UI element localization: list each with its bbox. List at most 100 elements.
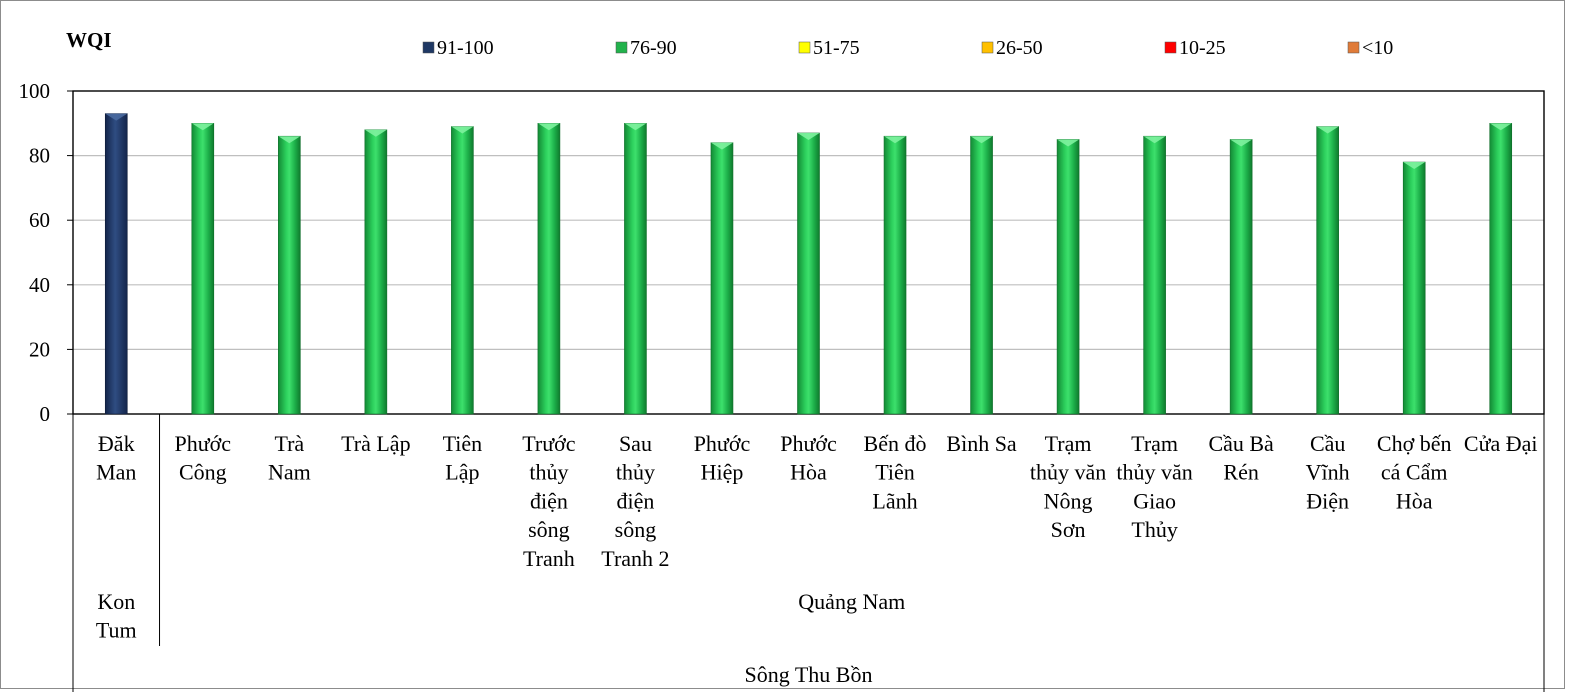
category-label: Bến đò Tiên Lãnh bbox=[864, 431, 927, 513]
y-tick-label: 40 bbox=[29, 273, 50, 297]
bar-cap bbox=[537, 123, 560, 131]
legend-label: <10 bbox=[1362, 37, 1393, 59]
group-labels: Kon Tum Quảng Nam Sông Thu Bồn bbox=[96, 589, 905, 687]
category-label: Trà Nam bbox=[268, 431, 311, 485]
bar-cap bbox=[364, 129, 387, 137]
bar-body bbox=[970, 135, 993, 415]
y-tick-label: 100 bbox=[19, 79, 51, 103]
bar-body bbox=[1229, 139, 1253, 415]
category-label: Trạm thủy văn Giao Thủy bbox=[1116, 431, 1192, 542]
category-label: Cầu Vĩnh Điện bbox=[1306, 431, 1350, 513]
legend-swatch bbox=[798, 41, 811, 54]
category-label: Sau thủy điện sông Tranh 2 bbox=[601, 431, 669, 571]
bar bbox=[1229, 139, 1253, 415]
y-tick-label: 20 bbox=[29, 337, 50, 361]
bar bbox=[1143, 135, 1166, 415]
bar-body bbox=[1402, 161, 1426, 415]
category-label: Bình Sa bbox=[946, 431, 1017, 456]
legend-item: 76-90 bbox=[615, 37, 677, 59]
bar-body bbox=[537, 123, 561, 415]
legend-item: 91-100 bbox=[422, 37, 494, 59]
bar-body bbox=[451, 126, 474, 415]
category-label: Trà Lập bbox=[341, 431, 410, 456]
group-label: Kon Tum bbox=[96, 589, 137, 643]
category-labels: Đăk Man Phước Công Trà Nam Trà Lập Tiên Lập Trước… bbox=[72, 414, 1545, 692]
bar bbox=[883, 135, 907, 415]
bar-cap bbox=[1057, 139, 1080, 147]
bar bbox=[364, 129, 388, 415]
bar-body bbox=[1056, 139, 1080, 415]
bar-cap bbox=[624, 123, 647, 131]
bar-body bbox=[1316, 126, 1339, 415]
bar-cap bbox=[191, 123, 214, 131]
category-label: Trạm thủy văn Nông Sơn bbox=[1030, 431, 1106, 542]
bar-cap bbox=[1230, 139, 1253, 147]
legend-label: 51-75 bbox=[813, 37, 860, 59]
category-label: Trước thủy điện sông Tranh bbox=[522, 431, 576, 571]
bar-body bbox=[710, 142, 734, 415]
legend-item: 51-75 bbox=[798, 37, 860, 59]
bar-cap bbox=[884, 136, 907, 144]
bar-body bbox=[191, 123, 215, 415]
legend-swatch bbox=[981, 41, 994, 54]
river-label: Sông Thu Bồn bbox=[745, 662, 873, 687]
legend-swatch bbox=[615, 41, 628, 54]
group-label: Quảng Nam bbox=[798, 589, 905, 614]
category-label: Đăk Man bbox=[96, 431, 136, 485]
legend-item: 26-50 bbox=[981, 37, 1043, 59]
bar bbox=[710, 142, 734, 415]
bar bbox=[1489, 123, 1513, 415]
bar-cap bbox=[797, 132, 820, 140]
bar-body bbox=[278, 135, 301, 415]
category-label: Phước Hiệp bbox=[694, 431, 751, 485]
bar bbox=[451, 126, 474, 415]
bar-cap bbox=[451, 126, 474, 134]
y-tick-label: 80 bbox=[29, 144, 50, 168]
y-tick-label: 0 bbox=[40, 402, 51, 426]
bar-cap bbox=[1316, 126, 1339, 134]
category-label: Phước Công bbox=[175, 431, 232, 485]
category-label: Cầu Bà Rén bbox=[1208, 431, 1274, 485]
legend-label: 26-50 bbox=[996, 37, 1043, 59]
legend-item: 10-25 bbox=[1164, 37, 1226, 59]
bar-body bbox=[1143, 135, 1166, 415]
category-label: Tiên Lập bbox=[443, 431, 483, 485]
bar-cap bbox=[1489, 123, 1512, 131]
bars bbox=[104, 113, 1513, 415]
y-axis: 0 20 40 60 80 100 bbox=[19, 79, 1545, 426]
bar bbox=[970, 135, 993, 415]
legend-item: <10 bbox=[1347, 37, 1393, 59]
bar bbox=[104, 113, 128, 415]
bar-body bbox=[104, 113, 128, 415]
bar-body bbox=[1489, 123, 1513, 415]
bar-cap bbox=[710, 142, 733, 150]
category-label: Chợ bến cá Cẩm Hòa bbox=[1377, 431, 1452, 513]
category-label: Phước Hòa bbox=[780, 431, 837, 485]
bar bbox=[1316, 126, 1339, 415]
bar-cap bbox=[970, 136, 993, 144]
bar-cap bbox=[105, 113, 128, 121]
legend-swatch bbox=[1164, 41, 1177, 54]
bar bbox=[1402, 161, 1426, 415]
legend-label: 10-25 bbox=[1179, 37, 1226, 59]
legend: 91-100 76-90 51-75 26-50 10-25 <10 bbox=[422, 37, 1393, 59]
bar-cap bbox=[278, 136, 301, 144]
chart-title: WQI bbox=[66, 28, 112, 52]
bar bbox=[624, 123, 647, 415]
legend-label: 91-100 bbox=[437, 37, 494, 59]
bar bbox=[191, 123, 215, 415]
legend-label: 76-90 bbox=[630, 37, 677, 59]
bar-body bbox=[883, 135, 907, 415]
bar-cap bbox=[1143, 136, 1166, 144]
bar-body bbox=[797, 132, 820, 415]
chart-frame bbox=[0, 0, 1565, 689]
bar-cap bbox=[1403, 162, 1426, 170]
bar-body bbox=[364, 129, 388, 415]
legend-swatch bbox=[1347, 41, 1360, 54]
bar bbox=[278, 135, 301, 415]
category-label: Cửa Đại bbox=[1464, 431, 1538, 456]
bar bbox=[537, 123, 561, 415]
legend-swatch bbox=[422, 41, 435, 54]
bar bbox=[1056, 139, 1080, 415]
